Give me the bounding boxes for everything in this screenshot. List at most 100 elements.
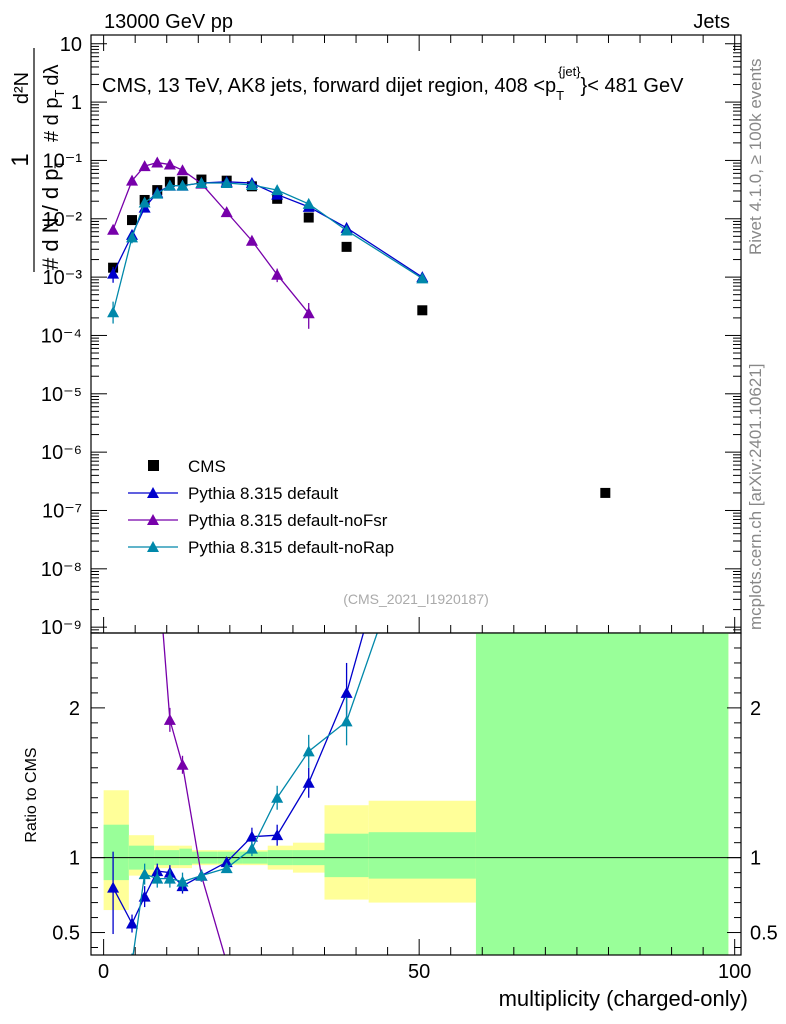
- ratio-point-noRap: [220, 862, 233, 874]
- point-noFsr: [302, 307, 315, 319]
- data-point-cms: [303, 212, 314, 223]
- point-noRap: [245, 178, 258, 190]
- point-noRap: [195, 177, 208, 189]
- ratio-point-noRap: [302, 745, 315, 757]
- x-tick-label: 50: [408, 961, 430, 983]
- ratio-ytick-label-right: 1: [750, 848, 761, 870]
- x-axis-label: multiplicity (charged-only): [499, 986, 748, 1011]
- plot-title-main: CMS, 13 TeV, AK8 jets, forward dijet reg…: [102, 75, 556, 97]
- ratio-ytick-label: 1: [69, 848, 80, 870]
- x-tick-label: 100: [718, 961, 751, 983]
- ratio-point-noRap: [340, 715, 353, 727]
- legend-label-cms: CMS: [188, 457, 226, 476]
- ylabel-den-main: # d N / d p: [38, 168, 63, 270]
- ylabel-den2-main: # d p: [41, 98, 63, 142]
- legend-label-noRap: Pythia 8.315 default-noRap: [188, 538, 394, 557]
- header-right-label: Jets: [693, 11, 730, 33]
- point-noFsr: [126, 174, 139, 186]
- ratio-point-default: [126, 917, 139, 929]
- ylabel-den-sub: T: [51, 159, 67, 168]
- ratio-point-noRap: [151, 872, 164, 884]
- legend-label-default: Pythia 8.315 default: [188, 484, 339, 503]
- point-noRap: [176, 179, 189, 191]
- point-noRap: [416, 272, 429, 284]
- ratio-point-noRap: [138, 868, 151, 880]
- ylabel-num: 1: [7, 153, 34, 166]
- legend: CMS Pythia 8.315 default Pythia 8.315 defa…: [128, 457, 394, 557]
- header-left-label: 13000 GeV pp: [104, 11, 233, 33]
- point-noFsr: [176, 164, 189, 176]
- rivet-version-label: Rivet 4.1.0, ≥ 100k events: [746, 59, 765, 255]
- upper-ytick-label: 10⁻⁸: [41, 559, 82, 581]
- ratio-point-default: [271, 829, 284, 841]
- point-noRap: [138, 196, 151, 208]
- ratio-point-noFsr: [176, 758, 189, 770]
- upper-ytick-label: 10⁻⁷: [42, 500, 82, 522]
- plot-title: CMS, 13 TeV, AK8 jets, forward dijet reg…: [102, 64, 684, 103]
- point-noRap: [126, 231, 139, 243]
- point-noRap: [107, 306, 120, 318]
- point-noRap: [220, 177, 233, 189]
- ratio-y-axis-label: Ratio to CMS: [23, 747, 40, 842]
- ylabel-den2-sub: T: [52, 90, 67, 98]
- ratio-line-noRap: [132, 633, 378, 955]
- point-noRap: [151, 187, 164, 199]
- analysis-id-label: (CMS_2021_I1920187): [343, 591, 489, 607]
- plot-title-sup: {jet}: [558, 64, 581, 79]
- upper-ytick-label: 10⁻³: [43, 267, 83, 289]
- uncertainty-band-inner: [179, 848, 192, 866]
- uncertainty-band-inner: [103, 824, 129, 881]
- upper-ytick-label: 10⁻⁶: [41, 442, 82, 464]
- ylabel-den2: # d pTdλ: [41, 64, 67, 142]
- data-point-cms: [600, 487, 611, 498]
- point-default: [107, 267, 120, 279]
- ratio-point-noRap: [163, 872, 176, 884]
- uncertainty-band-inner: [324, 833, 369, 878]
- point-noFsr: [220, 206, 233, 218]
- data-point-cms: [127, 215, 138, 226]
- legend-marker-noRap: [147, 541, 159, 552]
- upper-ytick-label: 1: [71, 92, 82, 114]
- point-noFsr: [271, 268, 284, 280]
- upper-ytick-label: 10⁻⁵: [41, 384, 82, 406]
- ratio-content: [91, 633, 741, 955]
- ratio-point-default: [340, 686, 353, 698]
- x-tick-label: 0: [98, 961, 109, 983]
- point-noRap: [302, 197, 315, 209]
- upper-ytick-label: 10⁻²: [43, 209, 83, 231]
- data-point-cms: [341, 241, 352, 252]
- legend-marker-noFsr: [147, 514, 159, 525]
- ylabel-num2: d²N: [11, 72, 33, 104]
- point-noRap: [340, 224, 353, 236]
- ylabel-den: # d N / d pT: [38, 159, 67, 270]
- uncertainty-band-inner: [475, 633, 729, 955]
- ratio-line-noFsr: [162, 633, 226, 955]
- plot-title-sub: T: [556, 88, 564, 103]
- ratio-point-default: [245, 830, 258, 842]
- ratio-ytick-label-right: 2: [750, 698, 761, 720]
- point-noFsr: [138, 160, 151, 172]
- ratio-point-noRap: [245, 842, 258, 854]
- data-point-cms: [417, 305, 428, 316]
- upper-y-axis-label: 1 # d N / d pT d²N # d pTdλ: [7, 48, 67, 272]
- ratio-point-noRap: [271, 791, 284, 803]
- ratio-ytick-label: 2: [69, 698, 80, 720]
- ratio-point-noFsr: [163, 713, 176, 725]
- ratio-frame: [90, 632, 742, 956]
- ratio-point-noRap: [195, 869, 208, 881]
- upper-ytick-label: 10: [60, 34, 82, 56]
- ratio-point-noRap: [176, 875, 189, 887]
- line-noFsr: [112, 161, 310, 314]
- ylabel-den2-tail: dλ: [41, 64, 63, 85]
- upper-ytick-label: 10⁻¹: [43, 150, 83, 172]
- mcplots-label: mcplots.cern.ch [arXiv:2401.10621]: [746, 364, 765, 630]
- ratio-ytick-label: 0.5: [52, 923, 80, 945]
- legend-label-noFsr: Pythia 8.315 default-noFsr: [188, 511, 388, 530]
- plot-title-end: }< 481 GeV: [581, 75, 685, 97]
- uncertainty-band-inner: [368, 832, 476, 879]
- point-noFsr: [163, 158, 176, 170]
- point-noRap: [163, 179, 176, 191]
- upper-ytick-label: 10⁻⁹: [41, 617, 82, 639]
- upper-panel: 10 1 10⁻¹ 10⁻² 10⁻³ 10⁻⁴ 10⁻⁵ 10⁻⁶ 10⁻⁷ 10⁻⁸ 10⁻⁹: [41, 34, 742, 639]
- legend-marker-cms: [148, 460, 159, 471]
